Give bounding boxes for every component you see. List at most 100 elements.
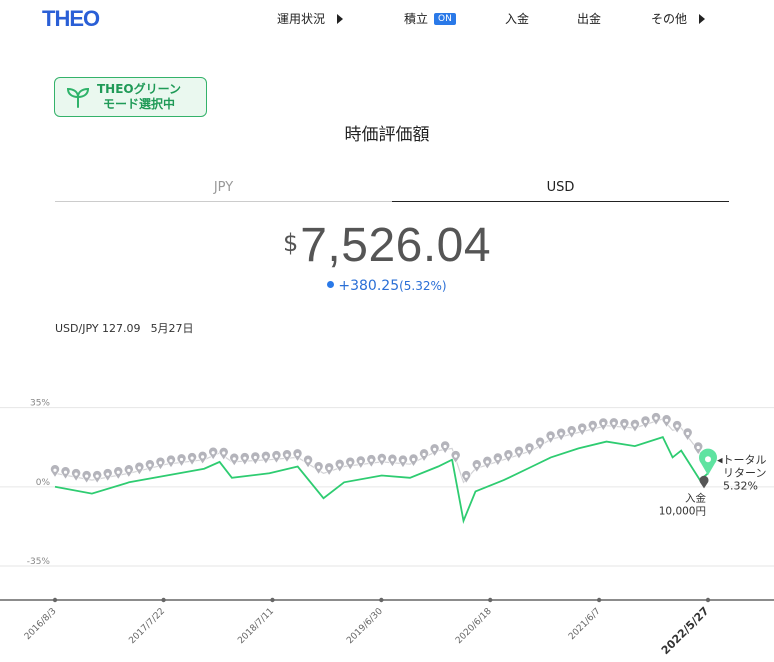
deposit-pin-dot [548,434,553,439]
x-tick-dot [161,597,166,603]
deposit-pin-dot [179,457,184,462]
nav-other[interactable]: その他 [651,10,706,27]
deposit-pin-dot [317,465,321,469]
deposit-pin-dot [570,429,574,433]
deposit-pin-dot [527,446,532,451]
deposit-pin-dot [222,451,226,455]
deposit-pin-dot [190,456,194,460]
deposit-pin-dot [327,466,331,471]
deposit-pin-dot [432,447,437,451]
deposit-pin-dot [127,468,131,472]
deposit-pin-dot [232,457,236,461]
total_return-line [54,436,709,524]
x-tick-dot [705,597,711,603]
market-value: $7,526.04 [0,218,774,273]
chart-series [54,418,709,524]
deposit-pin-dot [285,453,289,457]
market-value-amount: 7,526.04 [300,219,492,272]
fx-date: 5月27日 [150,322,194,335]
green-badge-line1: THEOグリーン [97,82,182,96]
x-tick-label: 2022/5/27 [659,604,712,657]
deposit-pin-dot [148,463,152,467]
y-tick-label: 35% [30,399,50,409]
nav-deposit-label: 入金 [505,12,530,26]
x-tick-dot [379,597,384,603]
deposit-pin-dot [169,459,173,463]
x-tick-label: 2020/6/18 [454,606,494,646]
x-tick-dot [52,597,58,603]
nav-recurring[interactable]: 積立 ON [404,10,456,27]
x-tick-label: 2017/7/22 [127,606,167,646]
theo-logo[interactable]: THEO [42,6,100,31]
deposit-pin-dot [506,453,511,457]
deposit-pin-dot [559,432,563,436]
change-dot-icon [327,281,335,288]
change-percent: (5.32%) [399,279,447,293]
nav-withdraw-label: 出金 [577,12,602,26]
deposits-line [54,418,709,484]
deposit-pin-dot [348,461,352,465]
deposit-pin-dot [686,431,690,436]
tab-jpy[interactable]: JPY [55,178,392,202]
deposit-pin-dot [137,466,141,470]
deposit-pin-dot [612,421,616,425]
deposit-pin-dot [454,454,458,458]
deposit-marker-icon [699,475,709,489]
total-return-label: リターン [723,466,766,479]
fx-rate: USD/JPY 127.09 5月27日 [55,320,204,336]
deposit-pin-dot [211,451,215,455]
deposit-pin-dot [411,457,416,462]
total-return-label: ◂トータル [717,453,767,466]
sprout-icon [66,87,90,108]
chevron-right-icon [699,13,706,24]
deposit-pin-dot [264,455,268,459]
deposit-label: 入金 [685,491,706,504]
deposit-pin-dot [243,456,247,460]
deposit-pin-dot [369,458,373,462]
deposit-pin-dot [496,456,500,461]
deposit-pin-dot [106,472,110,476]
deposit-pin-dot [580,427,584,431]
return-marker-dot [705,456,711,463]
chevron-right-icon [337,13,344,24]
deposit-pin-dot [359,459,363,464]
deposit-pin-dot [517,450,521,454]
green-mode-badge[interactable]: THEOグリーン モード選択中 [54,77,207,117]
deposit-pin-dot [295,452,300,457]
y-tick-label: -35% [27,557,51,567]
page-title: 時価評価額 [344,125,430,145]
deposit-pin-dot [95,474,99,478]
x-tick-dot [596,597,602,603]
nav-performance[interactable]: 運用状況 [277,10,344,27]
deposit-pin-dot [253,455,257,460]
nav-other-label: その他 [651,12,688,26]
fx-pair: USD/JPY 127.09 [55,322,141,335]
nav-deposit[interactable]: 入金 [505,10,529,27]
deposit-pin-dot [274,454,279,458]
chart-grid [0,407,774,567]
deposit-pin-dot [74,472,78,476]
x-tick-label: 2018/7/11 [236,606,276,646]
change-amount: +380.25 [338,278,400,294]
nav-performance-label: 運用状況 [277,12,326,26]
deposit-markers [50,412,718,489]
deposit-pin-dot [63,470,68,474]
return-chart[interactable]: 35% 0% -35% 2016/8/3 2017/7/22 2018/7/11 2019… [0,380,774,662]
deposit-pin-dot [654,416,658,420]
deposit-pin-dot [633,423,637,427]
x-axis: 2016/8/3 2017/7/22 2018/7/11 2019/6/30 2020/… [0,597,774,657]
deposit-pin-dot [622,422,626,426]
tab-usd[interactable]: USD [392,178,729,202]
y-axis-ticks: 35% 0% -35% [27,399,51,567]
deposit-pin-dot [485,460,489,464]
green-badge-line2: モード選択中 [103,97,176,111]
x-tick-label: 2016/8/3 [23,606,59,642]
value-change: +380.25(5.32%) [0,278,774,294]
deposit-pin-dot [475,463,479,467]
nav-withdraw[interactable]: 出金 [577,10,601,27]
deposit-pin-dot [390,458,395,462]
deposit-pin-dot [664,418,669,422]
recurring-status-badge: ON [434,12,456,25]
deposit-pin-dot [538,441,542,445]
